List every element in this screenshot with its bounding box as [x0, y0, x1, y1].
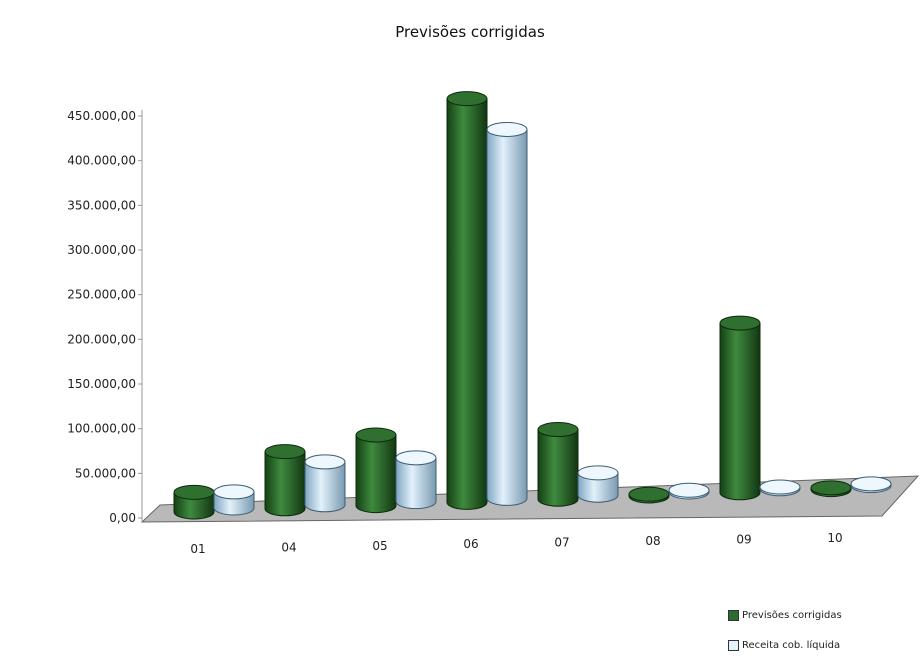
- y-tick-label: 100.000,00: [67, 422, 136, 436]
- x-tick-label: 10: [827, 531, 842, 545]
- bar-previsoes-01: [173, 484, 215, 520]
- bar-receita-01: [213, 484, 255, 516]
- bar-previsoes-08: [628, 486, 670, 504]
- y-tick-label: 300.000,00: [67, 243, 136, 257]
- floor-plane: [140, 475, 920, 523]
- y-tick-label: 250.000,00: [67, 288, 136, 302]
- legend-swatch-previsoes: [728, 609, 739, 621]
- y-tick-label: 200.000,00: [67, 332, 136, 346]
- x-tick-label: 06: [463, 537, 478, 551]
- legend: Previsões corrigidas Receita cob. líquid…: [728, 606, 842, 666]
- y-tick-label: 400.000,00: [67, 154, 136, 168]
- bar-receita-04: [304, 454, 346, 513]
- bar-previsoes-07: [537, 422, 579, 507]
- bar-receita-06: [486, 121, 528, 506]
- legend-item-receita: Receita cob. líquida: [728, 636, 842, 654]
- y-tick-label: 350.000,00: [67, 198, 136, 212]
- y-tick-label: 150.000,00: [67, 377, 136, 391]
- chart-title: Previsões corrigidas: [395, 23, 545, 41]
- y-tick-label: 50.000,00: [75, 466, 136, 480]
- x-tick-labels: 01 04 05 06 07 08 09 10: [190, 531, 842, 556]
- bars: [173, 91, 892, 520]
- x-tick-label: 04: [281, 540, 296, 554]
- legend-swatch-receita: [728, 639, 739, 651]
- x-tick-label: 09: [736, 532, 751, 546]
- bar-previsoes-10: [810, 480, 852, 498]
- y-tick-label: 0,00: [109, 511, 136, 525]
- bar-receita-09: [759, 479, 801, 497]
- bar-previsoes-05: [355, 427, 397, 514]
- bar-previsoes-09: [719, 315, 761, 501]
- bar-previsoes-06: [446, 91, 488, 510]
- x-tick-label: 01: [190, 542, 205, 556]
- x-tick-label: 07: [554, 536, 569, 550]
- bar-receita-08: [668, 482, 710, 500]
- legend-label-previsoes: Previsões corrigidas: [742, 609, 842, 621]
- legend-label-receita: Receita cob. líquida: [742, 639, 841, 651]
- x-tick-label: 05: [372, 539, 387, 553]
- bar-receita-07: [577, 465, 619, 503]
- x-tick-label: 08: [645, 534, 660, 548]
- bar-receita-10: [850, 476, 892, 494]
- legend-item-previsoes: Previsões corrigidas: [728, 606, 842, 624]
- bar-receita-05: [395, 450, 437, 510]
- bar-previsoes-04: [264, 444, 306, 517]
- y-tick-label: 450.000,00: [67, 109, 136, 123]
